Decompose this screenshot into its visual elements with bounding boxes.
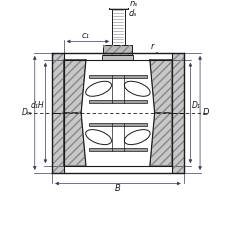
Ellipse shape [85,81,111,96]
Bar [89,100,146,103]
Bar [89,75,146,78]
Polygon shape [149,113,171,166]
Ellipse shape [85,130,111,145]
Text: nₛ: nₛ [129,0,137,8]
Bar [103,45,132,55]
Bar [109,5,127,9]
Bar [102,55,133,60]
Text: dₛ: dₛ [128,9,136,18]
Bar [89,148,146,151]
Polygon shape [149,60,171,113]
Text: B: B [114,185,120,193]
Text: D₁: D₁ [191,101,199,110]
Bar [63,53,171,173]
Ellipse shape [124,130,150,145]
Bar [86,60,149,113]
Bar [52,113,183,173]
Text: l: l [116,68,119,77]
Text: d: d [123,99,128,108]
Bar [52,53,183,113]
Text: r: r [150,42,154,51]
Bar [112,7,124,45]
Polygon shape [81,113,154,166]
Bar [52,53,183,113]
Polygon shape [81,60,154,113]
Bar [52,113,183,173]
Text: D: D [202,109,209,117]
Polygon shape [63,113,86,166]
Ellipse shape [124,81,150,96]
Text: d₁H: d₁H [31,101,44,110]
Text: c₁: c₁ [82,32,90,40]
Bar [103,45,132,55]
Text: Dₘ: Dₘ [22,109,33,117]
Bar [89,123,146,126]
Polygon shape [63,60,86,113]
